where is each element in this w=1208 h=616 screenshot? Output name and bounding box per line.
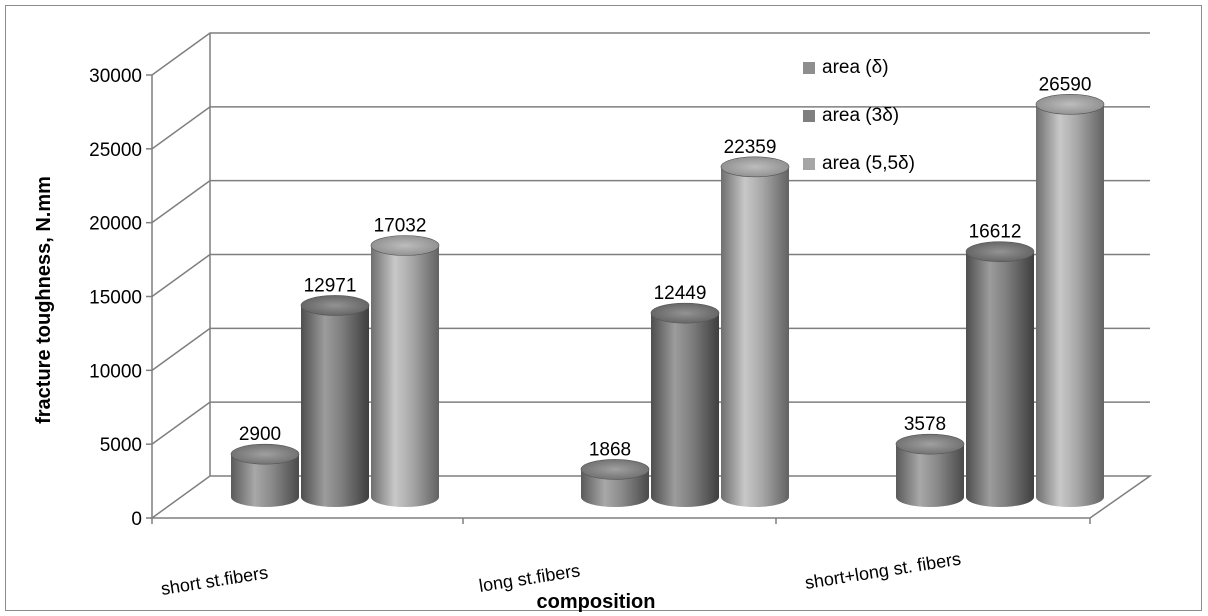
bar-top (895, 433, 965, 455)
bar-body (371, 245, 439, 507)
floor (149, 475, 1153, 519)
bar-top (965, 241, 1035, 262)
legend: area (δ) area (3δ) area (5,5δ) (803, 57, 915, 174)
gridline (151, 106, 1150, 150)
data-label: 12449 (654, 283, 707, 304)
category-label: short+long st. fibers (803, 549, 962, 593)
data-label: 2900 (239, 424, 281, 445)
bar-1-1 (650, 302, 720, 507)
bar-top (650, 302, 720, 324)
y-tick-label: 15000 (89, 288, 142, 309)
gridline (151, 327, 1150, 371)
bar-2-1 (965, 241, 1035, 507)
gridline (151, 253, 1150, 298)
category-label: short st.fibers (159, 562, 269, 599)
legend-label: area (5,5δ) (822, 153, 915, 174)
bar-top (720, 156, 790, 178)
data-label: 1868 (589, 439, 631, 460)
bar-1-2 (720, 156, 790, 508)
y-tick-label: 10000 (89, 361, 142, 382)
bar-body (581, 469, 649, 507)
bar-top (1035, 94, 1105, 115)
bar-body (721, 166, 789, 508)
bar-top (580, 459, 650, 480)
bar-top (230, 443, 300, 465)
bar-2-0 (895, 433, 965, 507)
data-label: 26590 (1039, 74, 1092, 95)
data-label: 22359 (724, 137, 777, 158)
bar-body (966, 251, 1034, 507)
gridline (151, 32, 1150, 76)
gridline (151, 179, 1150, 224)
legend-swatch (803, 110, 815, 122)
bar-body (1036, 104, 1104, 507)
bar-top (370, 235, 440, 256)
legend-label: area (δ) (822, 57, 889, 78)
y-axis-title: fracture toughness, N.mm (33, 176, 55, 424)
bar-2-2 (1035, 94, 1105, 507)
bar-1-0 (580, 459, 650, 507)
gridline (151, 401, 1150, 445)
y-tick-label: 0 (131, 509, 142, 530)
legend-label: area (3δ) (822, 105, 899, 126)
data-label: 17032 (374, 215, 427, 236)
bar-body (231, 454, 299, 507)
x-axis-title: composition (537, 591, 656, 613)
data-label: 3578 (904, 414, 946, 435)
bar-body (896, 444, 964, 507)
y-tick-label: 20000 (89, 214, 142, 235)
y-tick-label: 5000 (100, 435, 142, 456)
bar-body (651, 313, 719, 507)
data-label: 16612 (969, 222, 1022, 243)
bar-body (301, 305, 369, 507)
data-labels: 2900 12971 17032 1868 12449 22359 3578 16612 265… (239, 74, 1092, 460)
bar-0-2 (370, 235, 440, 507)
y-tick-label: 30000 (89, 66, 142, 87)
legend-swatch (803, 62, 815, 74)
data-label: 12971 (304, 275, 357, 296)
bars (230, 94, 1105, 508)
y-axis-ticks: 0 5000 10000 15000 20000 25000 30000 (89, 66, 152, 530)
bar-0-0 (230, 443, 300, 507)
y-tick-label: 25000 (89, 140, 142, 161)
gridlines (151, 32, 1150, 445)
bar-0-1 (300, 295, 370, 507)
legend-swatch (803, 158, 815, 170)
bar-top (300, 295, 370, 316)
